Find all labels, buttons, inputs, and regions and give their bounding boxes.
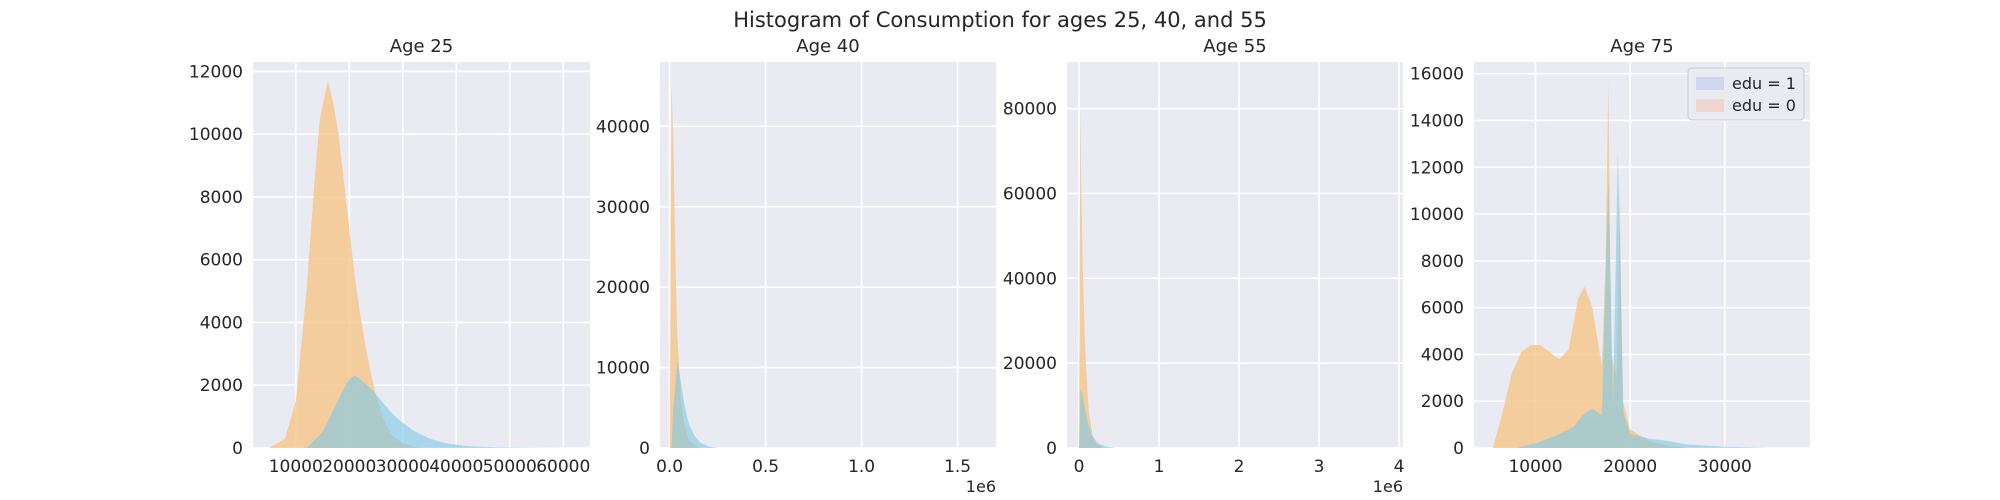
x-tick-label: 10000 (269, 457, 323, 477)
x-offset-label: 1e6 (1373, 477, 1403, 496)
y-tick-label: 14000 (1410, 111, 1464, 131)
y-tick-label: 0 (232, 439, 243, 459)
panel-title: Age 25 (390, 36, 453, 57)
y-tick-label: 4000 (200, 313, 243, 333)
legend-swatch (1696, 77, 1724, 90)
histogram-edu1 (1079, 388, 1115, 448)
figure-title: Histogram of Consumption for ages 25, 40… (733, 8, 1267, 32)
y-tick-label: 8000 (200, 188, 243, 208)
x-tick-label: 50000 (483, 457, 537, 477)
panel-title: Age 40 (796, 36, 859, 57)
y-tick-label: 12000 (189, 62, 243, 82)
x-tick-label: 1.5 (944, 457, 971, 477)
panel-3: 0 1 2 3 4 0 20000 40000 60000 80000 Age 55 1e6 (1003, 36, 1405, 496)
x-tick-label: 0.5 (752, 457, 779, 477)
histogram-edu0 (269, 80, 419, 449)
y-tick-label: 0 (1453, 439, 1464, 459)
legend: edu = 1 edu = 0 (1687, 67, 1805, 121)
panel-4: 10000 20000 30000 0 2000 4000 6000 8000 10000 120… (1410, 36, 1810, 477)
histogram-edu0 (669, 86, 701, 448)
x-tick-label: 10000 (1508, 457, 1562, 477)
y-tick-label: 6000 (200, 251, 243, 271)
x-tick-label: 30000 (1698, 457, 1752, 477)
legend-swatch (1696, 99, 1724, 112)
x-tick-label: 4 (1394, 457, 1405, 477)
y-tick-label: 8000 (1421, 252, 1464, 272)
y-tick-label: 80000 (1003, 100, 1057, 120)
x-tick-label: 3 (1314, 457, 1325, 477)
y-tick-label: 0 (639, 439, 650, 459)
y-tick-label: 2000 (200, 376, 243, 396)
x-tick-label: 20000 (322, 457, 376, 477)
y-tick-label: 40000 (596, 117, 650, 137)
y-tick-label: 0 (1046, 439, 1057, 459)
x-tick-label: 1 (1154, 457, 1165, 477)
x-tick-label: 20000 (1603, 457, 1657, 477)
y-tick-label: 10000 (1410, 205, 1464, 225)
y-tick-label: 10000 (189, 125, 243, 145)
y-tick-label: 4000 (1421, 345, 1464, 365)
plot-area (660, 62, 996, 448)
legend-label: edu = 0 (1732, 96, 1796, 115)
x-tick-label: 30000 (376, 457, 430, 477)
y-tick-label: 16000 (1410, 65, 1464, 85)
x-tick-label: 0 (1074, 457, 1085, 477)
x-tick-label: 60000 (536, 457, 590, 477)
subplot-grid: 10000 20000 30000 40000 50000 600000200040006… (189, 36, 1810, 496)
y-tick-label: 20000 (596, 278, 650, 298)
y-tick-label: 40000 (1003, 269, 1057, 289)
histogram-edu1 (306, 375, 574, 448)
panel-title: Age 55 (1203, 36, 1266, 57)
y-tick-label: 12000 (1410, 158, 1464, 178)
panel-title: Age 75 (1610, 36, 1673, 57)
x-tick-label: 40000 (429, 457, 483, 477)
histogram-edu0 (1079, 108, 1103, 448)
y-tick-label: 2000 (1421, 392, 1464, 412)
y-tick-label: 6000 (1421, 299, 1464, 319)
histogram-edu0 (1492, 80, 1687, 448)
plot-area (1067, 62, 1403, 448)
x-tick-label: 2 (1234, 457, 1245, 477)
panel-1: 10000 20000 30000 40000 50000 600000200040006… (189, 36, 590, 477)
y-tick-label: 60000 (1003, 184, 1057, 204)
histogram-edu1 (671, 359, 718, 448)
panel-2: 0.0 0.5 1.0 1.5 0 10000 20000 30000 40000 Age 40 1… (596, 36, 996, 496)
y-tick-label: 30000 (596, 198, 650, 218)
x-tick-label: 0.0 (656, 457, 683, 477)
y-tick-label: 10000 (596, 359, 650, 379)
x-tick-label: 1.0 (848, 457, 875, 477)
legend-label: edu = 1 (1732, 74, 1796, 93)
x-offset-label: 1e6 (966, 477, 996, 496)
y-tick-label: 20000 (1003, 354, 1057, 374)
